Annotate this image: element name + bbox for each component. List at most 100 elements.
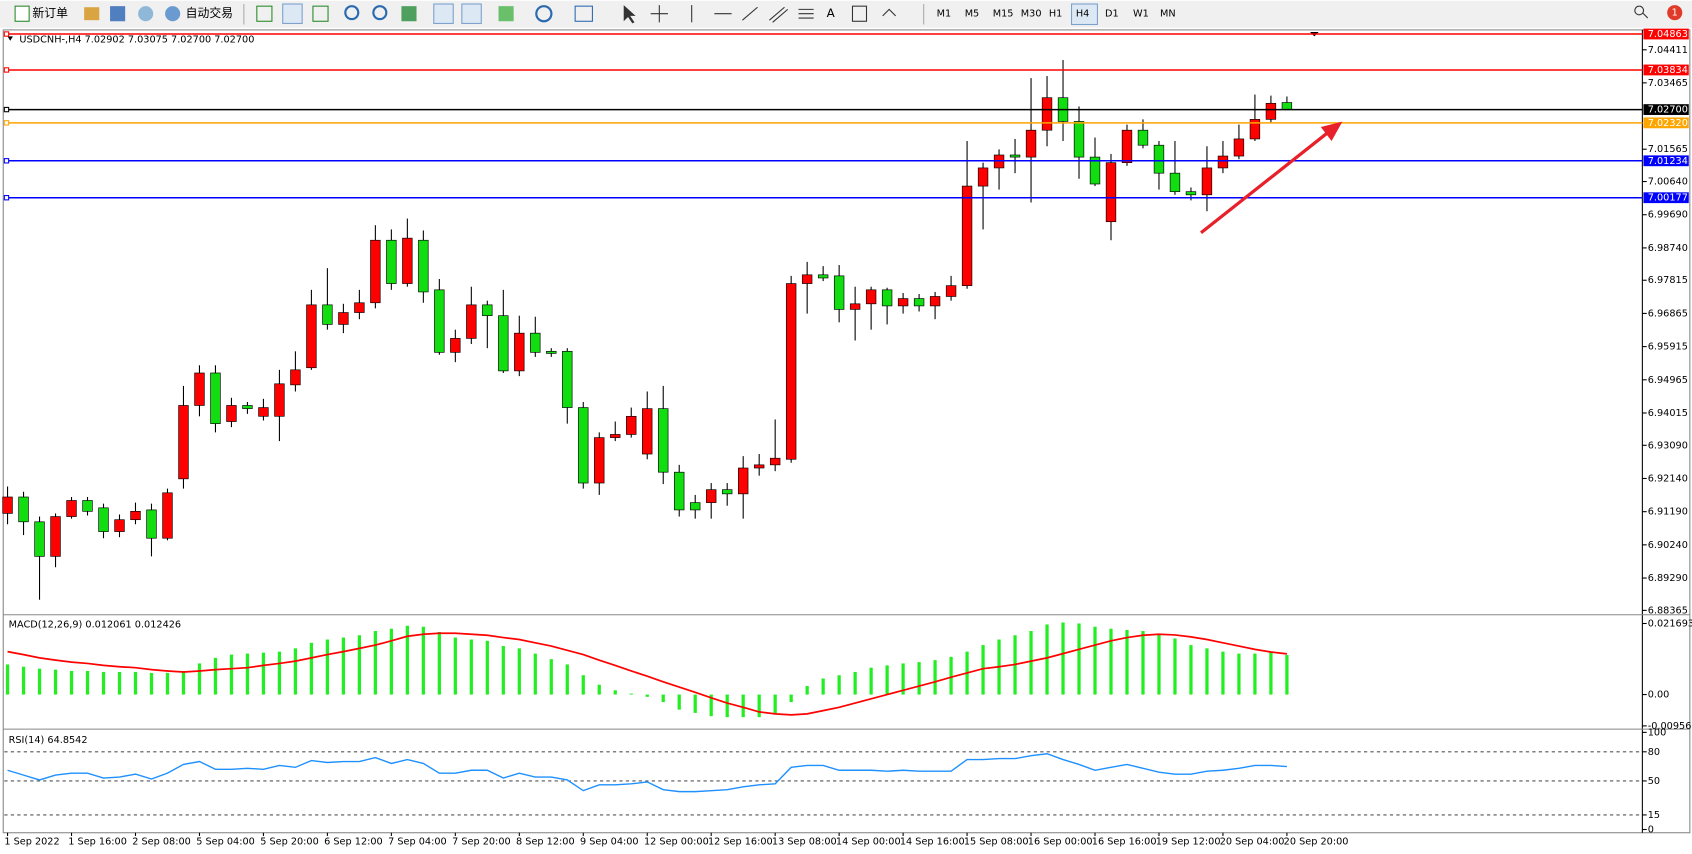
candle-body xyxy=(1153,144,1165,174)
macd-bar xyxy=(53,669,58,695)
search[interactable] xyxy=(1634,5,1649,19)
timeframe-button[interactable]: MN xyxy=(1160,9,1176,20)
candle-body xyxy=(82,500,93,512)
macd-bar xyxy=(677,694,681,710)
macd-bar xyxy=(853,671,857,695)
macd-bar xyxy=(1253,653,1257,695)
candle-body xyxy=(562,351,573,408)
candle-body xyxy=(98,507,109,532)
zoom-out[interactable] xyxy=(372,5,388,21)
chart-title: USDCNH-,H4 7.02902 7.03075 7.02700 7.027… xyxy=(19,35,254,46)
macd-bar xyxy=(357,635,361,695)
x-tick-label: 5 Sep 20:00 xyxy=(260,836,319,847)
macd-bar xyxy=(5,664,10,695)
tool-icon[interactable] xyxy=(574,5,593,22)
candle-body xyxy=(386,239,397,284)
macd-bar xyxy=(277,651,282,695)
macd-bar xyxy=(565,664,569,695)
timeframe-button[interactable]: M15 xyxy=(993,9,1014,20)
text-tool[interactable]: A xyxy=(827,6,836,20)
macd-bar xyxy=(1045,624,1049,695)
tool-icon[interactable] xyxy=(498,6,514,22)
candle-body xyxy=(1217,155,1229,169)
candle-body xyxy=(1073,121,1085,158)
x-tick-label: 20 Sep 20:00 xyxy=(1284,836,1349,847)
tool-icon[interactable] xyxy=(401,6,417,22)
macd-bar xyxy=(245,653,250,695)
arrow-tool[interactable] xyxy=(882,8,897,17)
macd-bar xyxy=(549,659,553,695)
tool-icon[interactable] xyxy=(461,3,482,24)
level-handle xyxy=(3,67,10,73)
macd-bar xyxy=(789,694,793,703)
new-order-button[interactable]: 新订单 xyxy=(32,6,68,20)
tool-icon[interactable] xyxy=(312,5,329,22)
y-tick-label: 6.98740 xyxy=(1648,243,1688,254)
level-handle xyxy=(3,158,10,164)
candle-body xyxy=(370,239,381,304)
y-tick-label: 0.00 xyxy=(1648,690,1670,701)
timeframe-button[interactable]: W1 xyxy=(1133,9,1149,20)
timeframes: M1 M5 M15 M30 H1 H4 D1 W1 MN xyxy=(937,3,1176,26)
zoom-in[interactable] xyxy=(344,5,360,21)
candle-body xyxy=(849,303,861,310)
auto-trade-button[interactable]: 自动交易 xyxy=(186,6,233,20)
tool-icon[interactable] xyxy=(535,5,553,23)
macd-bar xyxy=(373,631,377,695)
macd-bar xyxy=(485,640,489,695)
tool-icon[interactable] xyxy=(282,3,303,24)
fibo-tool[interactable] xyxy=(798,8,814,19)
candle-body xyxy=(578,407,589,484)
candle-body xyxy=(34,521,45,557)
timeframe-button[interactable]: M5 xyxy=(965,9,980,20)
candle-body xyxy=(418,239,429,293)
macd-bar xyxy=(1173,638,1177,695)
candle-body xyxy=(546,351,557,354)
candle-body xyxy=(178,405,189,480)
macd-bar xyxy=(453,637,457,695)
x-tick-label: 7 Sep 20:00 xyxy=(452,836,511,847)
candle-body xyxy=(130,510,141,521)
macd-bar xyxy=(725,694,729,718)
candle-body xyxy=(1233,138,1245,157)
crosshair-tool[interactable] xyxy=(650,5,668,23)
icon xyxy=(138,6,154,22)
candle-body xyxy=(642,408,653,455)
candle-body xyxy=(114,519,125,532)
candle-body xyxy=(1041,97,1053,131)
channel-tool[interactable] xyxy=(769,6,789,23)
y-tick-label: 6.97815 xyxy=(1648,275,1688,286)
y-tick-label: 6.89290 xyxy=(1648,573,1688,584)
candle-body xyxy=(466,304,477,339)
candle-body xyxy=(977,167,989,187)
candle-body xyxy=(2,496,13,514)
trend-tool[interactable] xyxy=(742,6,758,21)
timeframe-button[interactable]: D1 xyxy=(1105,9,1119,20)
candle-body xyxy=(801,274,813,284)
y-tick-label: 7.00640 xyxy=(1648,177,1688,188)
macd-bar xyxy=(661,694,665,703)
candle-body xyxy=(817,274,829,279)
timeframe-button[interactable]: M1 xyxy=(937,9,952,20)
candle-body xyxy=(945,285,957,297)
macd-bar xyxy=(821,678,825,695)
macd-bar xyxy=(709,694,713,717)
candle-body xyxy=(690,502,701,511)
chart-frame xyxy=(2,29,1691,834)
y-tick-label: 15 xyxy=(1648,810,1660,821)
x-tick-label: 5 Sep 04:00 xyxy=(196,836,255,847)
label-tool[interactable] xyxy=(851,5,868,22)
timeframe-button[interactable]: H1 xyxy=(1049,9,1062,20)
tool-icon[interactable] xyxy=(433,3,454,24)
level-label: 7.00177 xyxy=(1648,193,1688,204)
plot: 7.04411 7.03465 7.01565 7.00640 6.99690 6.987… xyxy=(2,28,1692,847)
y-tick-label: 0.021693 xyxy=(1648,618,1692,629)
notification-badge[interactable] xyxy=(1667,5,1683,21)
timeframe-button[interactable]: H4 xyxy=(1076,9,1089,20)
macd-title: MACD(12,26,9) 0.012061 0.012426 xyxy=(9,619,181,630)
timeframe-button[interactable]: M30 xyxy=(1021,9,1042,20)
cursor-tool[interactable] xyxy=(623,5,636,24)
x-tick-label: 1 Sep 2022 xyxy=(4,836,59,847)
tool-icon[interactable] xyxy=(256,5,273,22)
candle-body xyxy=(194,372,205,406)
